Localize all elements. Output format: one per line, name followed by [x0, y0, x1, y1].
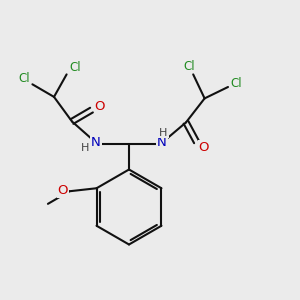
Text: O: O [95, 100, 105, 113]
Text: O: O [199, 141, 209, 154]
Text: Cl: Cl [18, 72, 30, 86]
Text: Cl: Cl [69, 61, 81, 74]
Text: N: N [91, 136, 101, 149]
Text: H: H [81, 142, 89, 153]
Text: N: N [157, 136, 167, 149]
Text: Cl: Cl [231, 77, 242, 90]
Text: H: H [159, 128, 168, 138]
Text: O: O [58, 184, 68, 196]
Text: Cl: Cl [184, 59, 195, 73]
